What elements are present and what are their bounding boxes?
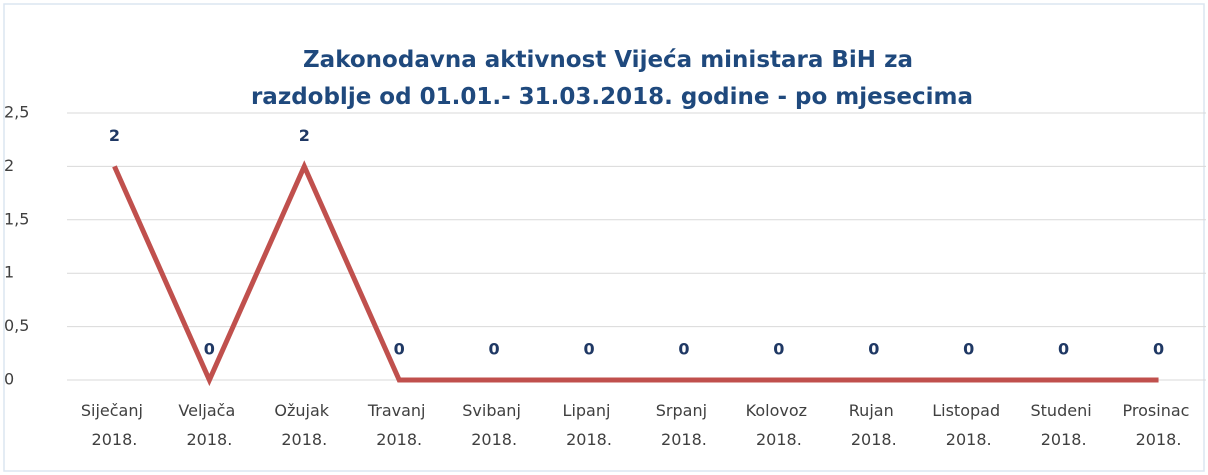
data-label: 0 [773,340,784,359]
x-tick-label: Rujan 2018. [849,401,899,449]
x-tick-label: Ožujak 2018. [274,401,334,449]
y-tick-label: 2,5 [4,103,29,122]
data-line [112,160,1159,387]
data-label: 0 [204,340,215,359]
y-tick-label: 0 [4,370,14,389]
x-tick-label: Kolovoz 2018. [746,401,812,449]
x-tick-label: Travanj 2018. [367,401,431,449]
data-label: 0 [963,340,974,359]
x-tick-label: Listopad 2018. [932,401,1005,449]
x-tick-label: Lipanj 2018. [563,401,616,449]
y-tick-label: 2 [4,156,14,175]
chart-title: Zakonodavna aktivnost Vijeća ministara B… [251,47,973,110]
data-label: 2 [299,126,310,145]
y-tick-label: 1,5 [4,209,29,228]
data-label: 0 [678,340,689,359]
data-label: 0 [394,340,405,359]
data-label: 0 [489,340,500,359]
y-tick-label: 1 [4,263,14,282]
x-tick-label: Prosinac 2018. [1123,401,1195,449]
y-tick-label: 0,5 [4,316,29,335]
x-tick-label: Studeni 2018. [1031,401,1097,449]
chart-frame [3,3,1205,472]
data-label: 0 [1153,340,1164,359]
x-tick-label: Veljača 2018. [178,401,240,449]
x-tick-label: Siječanj 2018. [81,401,148,449]
x-tick-label: Svibanj 2018. [462,401,526,449]
x-tick-label: Srpanj 2018. [656,401,712,449]
data-label: 0 [868,340,879,359]
data-label: 0 [1058,340,1069,359]
data-label: 0 [583,340,594,359]
data-label: 2 [109,126,120,145]
